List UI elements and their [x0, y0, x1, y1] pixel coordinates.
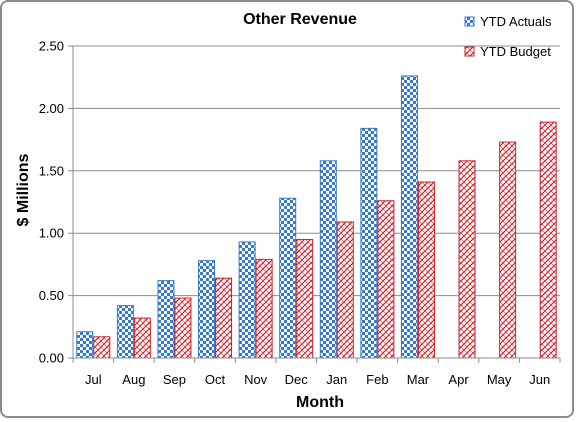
other-revenue-chart: 0.00 0.50 1.00 1.50 2.00 2.50 Jul Aug Sep Oct Nov D… [15, 11, 561, 411]
x-tick-label: Nov [244, 372, 268, 387]
bar-ytd-actuals [400, 75, 418, 359]
y-tick-label: 0.50 [39, 288, 64, 303]
y-tick-label: 2.00 [39, 101, 64, 116]
bar-ytd-actuals [238, 241, 256, 359]
bar-ytd-budget [133, 317, 151, 359]
y-axis-title: $ Millions [15, 153, 32, 226]
legend-swatch-ytd-actuals [464, 16, 475, 27]
x-axis-title: Month [296, 394, 344, 411]
bar-ytd-budget [93, 336, 111, 359]
gridlines [73, 45, 560, 359]
bar-ytd-budget [539, 121, 557, 359]
x-tick-label: Jul [85, 372, 102, 387]
bar-ytd-budget [499, 141, 517, 359]
axes [68, 45, 561, 363]
bar-ytd-actuals [157, 280, 175, 359]
bar-ytd-budget [417, 181, 435, 359]
y-tick-label: 2.50 [39, 39, 64, 54]
bar-ytd-budget [336, 221, 354, 359]
x-tick-label: Sep [163, 372, 186, 387]
bars [76, 75, 557, 359]
x-tick-label: Dec [285, 372, 309, 387]
bar-ytd-actuals [198, 260, 216, 359]
x-tick-label: Aug [122, 372, 145, 387]
legend-label-ytd-budget: YTD Budget [480, 44, 551, 59]
chart-title: Other Revenue [243, 11, 357, 28]
x-tick-label: Apr [448, 372, 469, 387]
legend-swatch-ytd-budget [464, 46, 475, 57]
bar-ytd-actuals [116, 305, 134, 359]
bar-ytd-actuals [360, 127, 378, 359]
x-tick-label: Jun [529, 372, 550, 387]
bar-ytd-budget [377, 200, 395, 359]
x-tick-label: May [487, 372, 512, 387]
bar-ytd-budget [174, 297, 192, 359]
axis-labels: 0.00 0.50 1.00 1.50 2.00 2.50 Jul Aug Sep Oct Nov D… [39, 39, 551, 388]
x-tick-label: Jan [326, 372, 347, 387]
bar-ytd-actuals [319, 160, 337, 359]
legend-label-ytd-actuals: YTD Actuals [480, 14, 552, 29]
y-tick-label: 1.00 [39, 226, 64, 241]
y-tick-label: 0.00 [39, 351, 64, 366]
x-tick-label: Oct [205, 372, 226, 387]
bar-ytd-actuals [279, 197, 297, 359]
bar-ytd-budget [215, 277, 233, 359]
bar-ytd-actuals [76, 331, 94, 359]
y-tick-label: 1.50 [39, 163, 64, 178]
x-tick-label: Mar [407, 372, 430, 387]
legend: YTD Actuals YTD Budget [464, 14, 552, 59]
bar-ytd-budget [255, 258, 273, 359]
bar-ytd-budget [458, 160, 476, 359]
bar-ytd-budget [296, 238, 314, 359]
x-tick-label: Feb [366, 372, 388, 387]
